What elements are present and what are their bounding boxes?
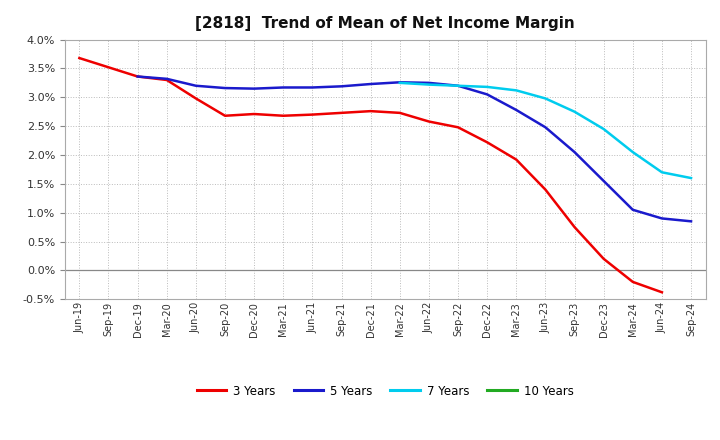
- Title: [2818]  Trend of Mean of Net Income Margin: [2818] Trend of Mean of Net Income Margi…: [195, 16, 575, 32]
- Legend: 3 Years, 5 Years, 7 Years, 10 Years: 3 Years, 5 Years, 7 Years, 10 Years: [192, 380, 578, 402]
